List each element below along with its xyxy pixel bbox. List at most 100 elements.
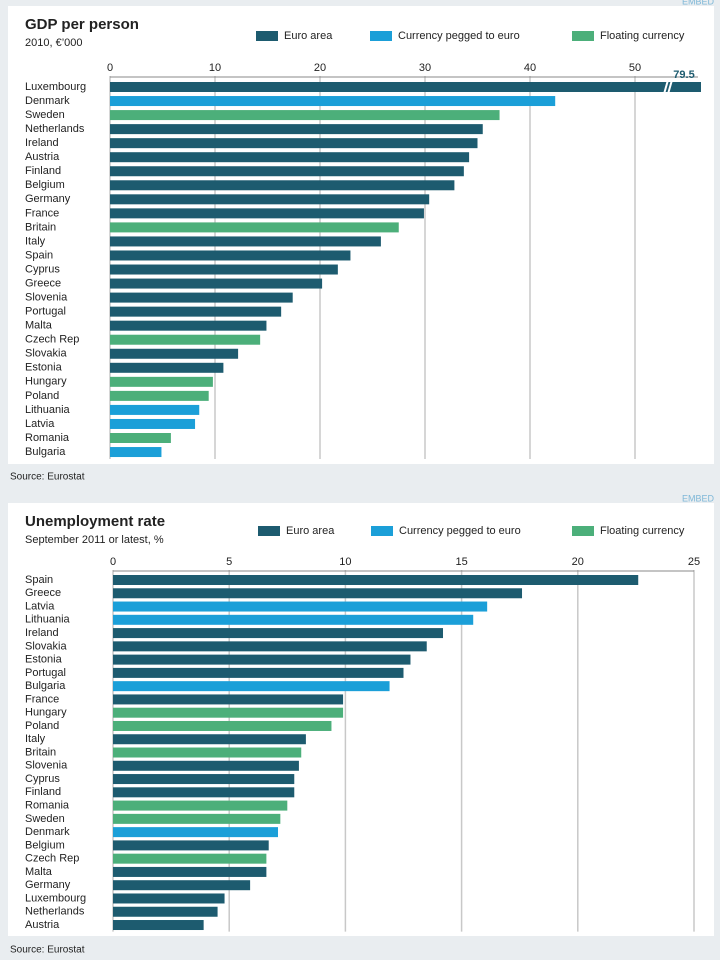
y-tick-label: Hungary [25,707,67,719]
y-tick-label: Lithuania [25,404,71,416]
bar [113,853,267,864]
bar [110,362,224,373]
bar [110,138,478,149]
bar [110,334,261,345]
bar [110,152,470,163]
bar [110,194,430,205]
y-tick-label: Luxembourg [25,81,86,93]
source: Source: Eurostat [10,472,85,483]
bar [113,747,302,758]
y-tick-label: Ireland [25,137,59,149]
y-tick-label: Greece [25,587,61,599]
y-tick-label: Poland [25,390,59,402]
y-tick-label: Romania [25,799,70,811]
bar [113,920,204,931]
bar [113,827,279,838]
x-tick-label: 5 [226,556,232,568]
y-tick-label: France [25,207,59,219]
y-tick-label: Estonia [25,654,63,666]
y-tick-label: Slovakia [25,640,67,652]
bar [110,82,701,92]
bar [110,292,293,303]
chart-title: Unemployment rate [25,513,165,530]
chart-subtitle: 2010, €’000 [25,37,83,49]
y-tick-label: Belgium [25,839,65,851]
chart-subtitle: September 2011 or latest, % [25,534,164,546]
bar [110,166,464,177]
bar [110,320,267,331]
legend-label: Floating currency [600,30,685,42]
bar [110,376,213,387]
bar [110,390,209,401]
y-tick-label: Spain [25,574,53,586]
y-tick-label: Czech Rep [25,334,79,346]
bar [113,906,218,917]
embed-label: EMBED [682,0,715,6]
chart-title: GDP per person [25,16,139,33]
y-tick-label: Slovenia [25,760,68,772]
y-tick-label: Belgium [25,179,65,191]
legend-label: Currency pegged to euro [399,525,521,537]
bar [110,124,483,135]
bar [113,760,299,771]
legend-swatch [258,526,280,536]
legend-swatch [572,31,594,41]
legend-label: Currency pegged to euro [398,30,520,42]
y-tick-label: Portugal [25,667,66,679]
y-tick-label: Hungary [25,376,67,388]
x-tick-label: 10 [209,62,221,74]
y-tick-label: Netherlands [25,123,85,135]
x-tick-label: 10 [339,556,351,568]
bar [113,575,639,585]
bar [113,681,390,692]
y-tick-label: France [25,693,59,705]
x-tick-label: 50 [629,62,641,74]
bar [113,880,251,891]
legend-swatch [371,526,393,536]
bar [110,110,500,121]
y-tick-label: Poland [25,720,59,732]
y-tick-label: Sweden [25,109,65,121]
y-tick-label: Latvia [25,418,55,430]
y-tick-label: Finland [25,786,61,798]
y-tick-label: Malta [25,866,53,878]
y-tick-label: Cyprus [25,263,60,275]
bar [110,96,556,107]
y-tick-label: Britain [25,746,56,758]
legend-swatch [572,526,594,536]
y-tick-label: Latvia [25,600,55,612]
y-tick-label: Slovakia [25,348,67,360]
bar [113,866,267,877]
bar [110,348,239,359]
embed-label: EMBED [682,493,715,503]
x-tick-label: 0 [110,556,116,568]
bar [113,694,344,705]
y-tick-label: Lithuania [25,614,71,626]
axis-break [667,79,673,95]
legend-label: Floating currency [600,525,685,537]
x-tick-label: 40 [524,62,536,74]
bar [113,667,404,678]
bar [110,264,338,275]
y-tick-label: Denmark [25,826,70,838]
x-tick-label: 0 [107,62,113,74]
y-tick-label: Czech Rep [25,853,79,865]
bar [110,306,282,317]
y-tick-label: Portugal [25,306,66,318]
axis-break [663,79,669,95]
bar [113,840,269,851]
y-tick-label: Finland [25,165,61,177]
y-tick-label: Sweden [25,813,65,825]
bar [110,222,399,233]
y-tick-label: Germany [25,879,71,891]
y-tick-label: Bulgaria [25,446,66,458]
x-tick-label: 20 [572,556,584,568]
y-tick-label: Britain [25,221,56,233]
x-tick-label: 30 [419,62,431,74]
y-tick-label: Greece [25,277,61,289]
y-tick-label: Cyprus [25,773,60,785]
y-tick-label: Denmark [25,95,70,107]
y-tick-label: Slovenia [25,292,68,304]
y-tick-label: Spain [25,249,53,261]
